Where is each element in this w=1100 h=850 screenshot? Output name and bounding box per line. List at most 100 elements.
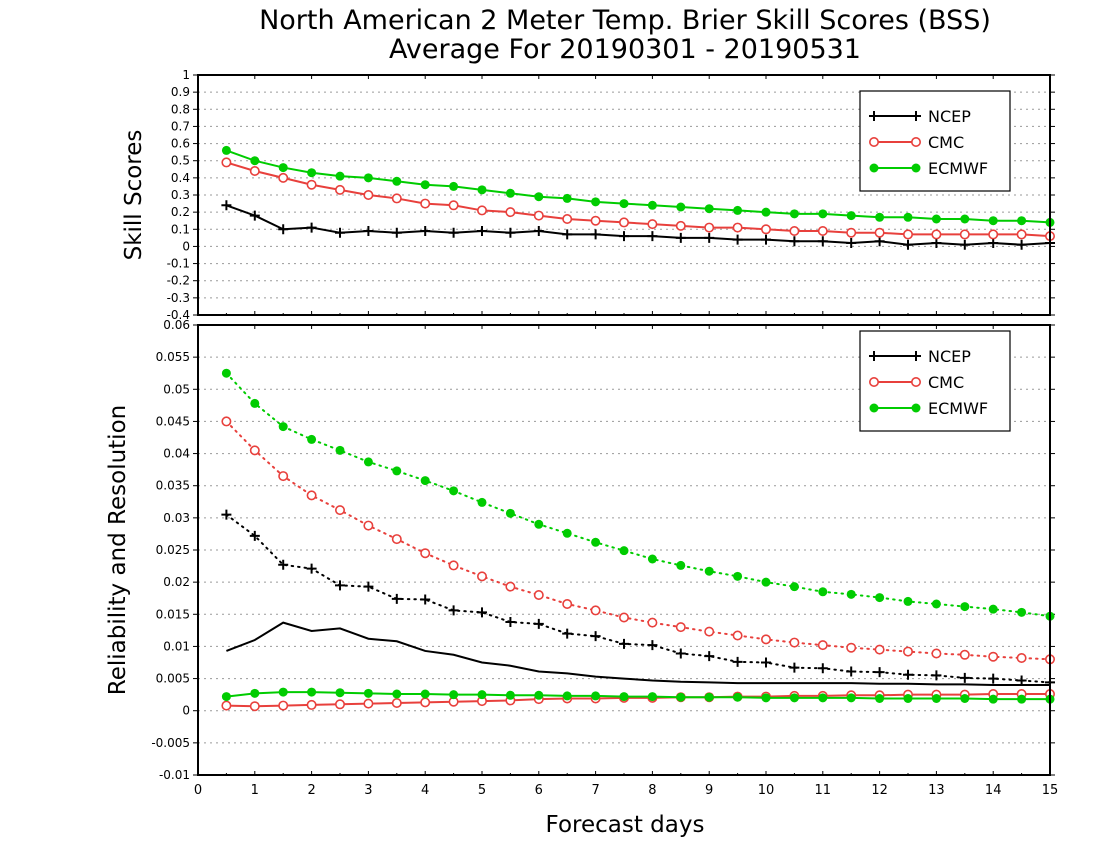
data-point (306, 490, 317, 501)
data-point (221, 692, 231, 702)
data-point (249, 166, 260, 177)
data-point (335, 580, 345, 591)
data-point (249, 530, 260, 541)
data-point (619, 231, 629, 242)
legend: NCEP CMC ECMWF (859, 330, 1011, 432)
series-ncep-reliability (226, 621, 1050, 686)
legend-entry-ncep: NCEP (869, 347, 971, 366)
data-point (448, 605, 459, 616)
data-point (250, 688, 260, 698)
data-point (647, 219, 658, 230)
data-point (591, 691, 601, 701)
data-point (335, 688, 345, 698)
legend-marker (869, 163, 879, 173)
data-point (959, 649, 970, 660)
data-point (647, 640, 658, 651)
x-axis-label: Forecast days (546, 812, 705, 838)
x-tick-label: 4 (421, 783, 429, 798)
data-point (960, 694, 970, 703)
data-point (420, 180, 430, 190)
data-point (789, 582, 799, 592)
reliability-resolution-panel: 0.060.0550.050.0450.040.0350.030.0250.02… (151, 318, 1058, 798)
legend-label: CMC (928, 133, 964, 152)
data-point (505, 227, 516, 238)
data-point (618, 612, 629, 623)
legend-label: ECMWF (928, 159, 988, 178)
data-point (846, 693, 856, 703)
data-point (1017, 694, 1027, 704)
data-point (704, 626, 715, 637)
data-point (505, 690, 515, 700)
y-tick-label: 0.05 (163, 382, 190, 396)
data-point (278, 224, 289, 235)
data-point (1016, 229, 1027, 240)
data-point (704, 651, 715, 662)
data-point (278, 559, 289, 570)
data-point (335, 227, 345, 238)
data-point (875, 593, 885, 603)
data-point (874, 227, 885, 238)
data-point (250, 156, 260, 166)
data-point (449, 486, 459, 496)
legend-marker (911, 163, 921, 173)
y-tick-label: 0.03 (163, 511, 190, 525)
data-point (334, 184, 345, 195)
legend-entry-ncep: NCEP (869, 107, 971, 126)
data-point (903, 694, 913, 703)
y-tick-label: 0.035 (156, 479, 190, 493)
data-point (307, 687, 317, 697)
data-point (420, 594, 431, 605)
data-point (704, 222, 715, 233)
y-tick-label: -0.01 (159, 768, 190, 782)
data-point (477, 690, 487, 700)
legend-marker (910, 137, 921, 148)
data-point (391, 193, 402, 204)
y-tick-label: 0.4 (171, 171, 190, 185)
data-point (960, 214, 970, 224)
data-point (619, 546, 629, 556)
data-point (449, 690, 459, 700)
data-point (392, 176, 402, 186)
x-tick-label: 10 (758, 783, 775, 798)
data-point (249, 210, 260, 221)
y-tick-label: 0.2 (171, 205, 190, 219)
data-point (846, 589, 856, 599)
y-tick-label: 1 (182, 68, 190, 82)
data-point (988, 673, 999, 684)
series-line (225, 420, 1051, 661)
x-tick-label: 0 (194, 783, 202, 798)
x-tick-label: 14 (985, 783, 1002, 798)
data-point (449, 181, 459, 191)
legend-marker (911, 351, 921, 361)
data-point (562, 528, 572, 538)
data-point (931, 599, 941, 609)
data-point (732, 234, 743, 245)
y-tick-label: 0.06 (163, 318, 190, 332)
plot-frame (197, 324, 1051, 776)
data-point (988, 238, 999, 248)
data-point (420, 476, 430, 486)
series-line (226, 204, 1051, 246)
data-point (789, 637, 800, 648)
data-point (1017, 607, 1027, 617)
data-point (307, 434, 317, 444)
x-tick-label: 12 (871, 783, 888, 798)
data-point (903, 669, 913, 680)
data-point (250, 398, 260, 408)
y-tick-label: 0.02 (163, 575, 190, 589)
data-point (505, 617, 516, 627)
skill-scores-panel: 1 0.9 0.8 0.7 0.6 0.5 0.4 0.3 0.2 0.1 0 -0.1 -0.2 -0.… (167, 68, 1056, 322)
legend-entry-cmc: CMC (868, 373, 964, 392)
x-tick-label: 7 (591, 783, 599, 798)
y-tick-label: 0.015 (156, 607, 190, 621)
data-point (391, 534, 402, 545)
data-point (761, 657, 771, 668)
legend: NCEP CMC ECMWF (859, 90, 1011, 192)
data-point (505, 508, 515, 518)
legend-entry-cmc: CMC (868, 133, 964, 152)
data-point (676, 202, 686, 212)
x-tick-label: 9 (705, 783, 713, 798)
legend-marker (869, 111, 879, 121)
data-point (477, 497, 487, 507)
data-point (761, 693, 771, 703)
